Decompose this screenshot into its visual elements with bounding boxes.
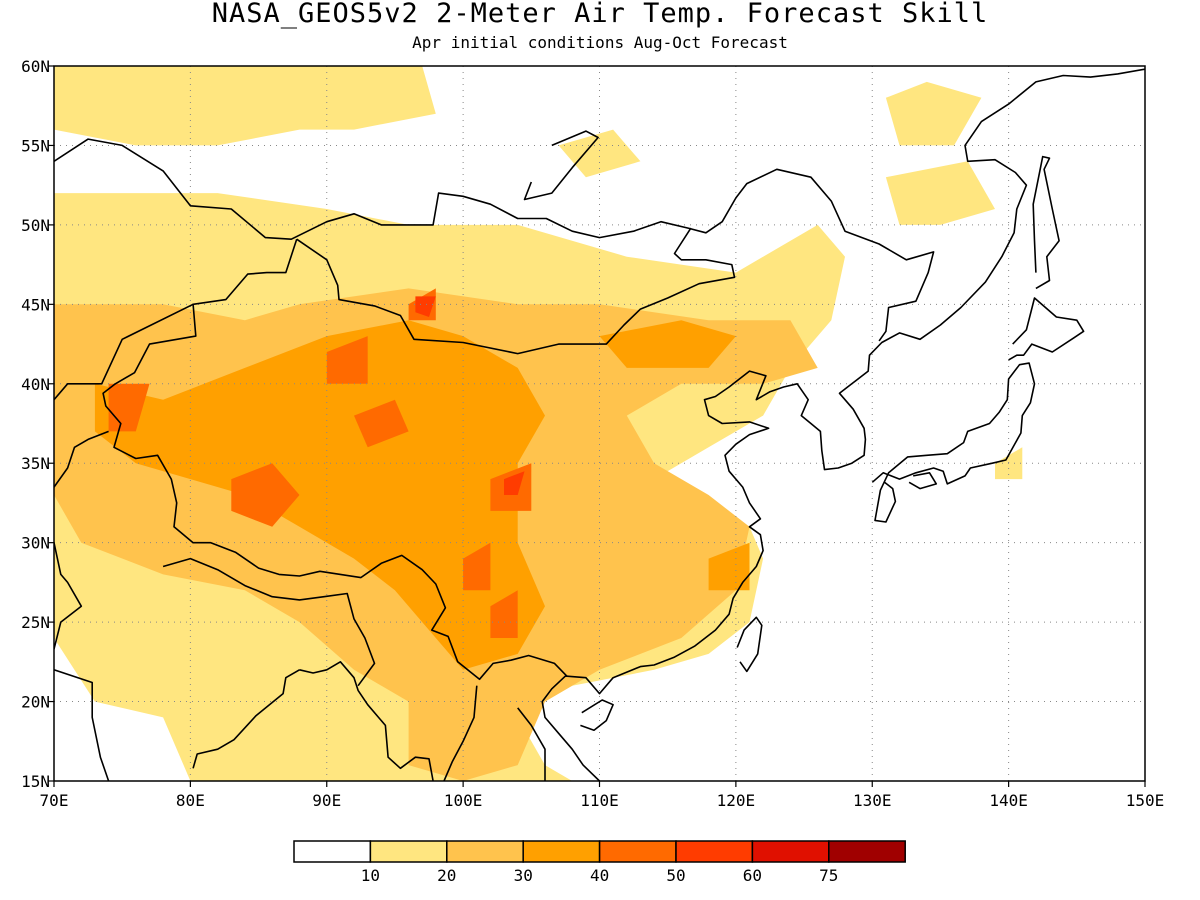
lat-tick-label: 20N [21, 693, 50, 712]
colorbar-label: 50 [666, 866, 685, 885]
lat-tick-label: 60N [21, 57, 50, 76]
lon-tick-label: 100E [444, 791, 483, 810]
lat-tick-label: 50N [21, 216, 50, 235]
skill-region-0 [54, 66, 436, 146]
lon-tick-label: 70E [40, 791, 69, 810]
coastline-7 [54, 138, 935, 342]
coastlines-borders [54, 68, 1145, 781]
coastline-0 [541, 68, 1145, 781]
colorbar-legend: 10 20 30 40 50 60 75 [293, 840, 906, 885]
colorbar-swatch [598, 840, 677, 863]
lon-tick-label: 150E [1126, 791, 1165, 810]
lat-tick-label: 40N [21, 375, 50, 394]
coastline-15 [162, 557, 376, 687]
colorbar-swatch [446, 840, 524, 863]
lat-tick-label: 15N [21, 772, 50, 791]
coastline-12 [54, 542, 83, 650]
coastline-16 [443, 685, 478, 781]
lat-tick-label: 30N [21, 534, 50, 553]
colorbar-swatch [828, 840, 906, 863]
map-title: NASA_GEOS5v2 2-Meter Air Temp. Forecast … [211, 0, 989, 29]
map-subtitle: Apr initial conditions Aug-Oct Forecast [412, 33, 788, 52]
skill-region-9 [708, 542, 750, 591]
coastline-13 [54, 669, 110, 781]
skill-region-18 [415, 296, 436, 317]
skill-region-4 [558, 129, 641, 178]
colorbar-label: 60 [743, 866, 762, 885]
colorbar-swatch [522, 840, 601, 863]
lon-tick-label: 80E [176, 791, 205, 810]
lon-tick-label: 90E [312, 791, 341, 810]
colorbar-swatch [675, 840, 754, 863]
coastline-18 [523, 130, 599, 201]
skill-region-16 [490, 590, 518, 638]
coastline-11 [54, 430, 109, 488]
coastline-3 [1008, 297, 1085, 361]
coastline-5 [736, 616, 763, 673]
skill-region-10 [231, 463, 300, 527]
lat-tick-label: 45N [21, 295, 50, 314]
skill-region-3 [885, 161, 995, 225]
skill-region-2 [885, 81, 982, 146]
coastline-2 [908, 471, 938, 490]
skill-region-7 [94, 320, 546, 670]
skill-region-13 [354, 399, 409, 448]
coastline-4 [1032, 155, 1060, 290]
colorbar-label: 75 [819, 866, 838, 885]
lat-tick-label: 25N [21, 613, 50, 632]
coastline-17 [517, 707, 546, 781]
lon-tick-label: 120E [717, 791, 756, 810]
lat-tick-label: 35N [21, 454, 50, 473]
skill-region-11 [326, 336, 368, 384]
coastline-8 [102, 238, 568, 681]
colorbar-label: 10 [361, 866, 380, 885]
skill-shading [54, 66, 1023, 781]
skill-region-17 [108, 383, 150, 432]
lat-tick-label: 55N [21, 136, 50, 155]
coastline-9 [296, 227, 736, 355]
latitude-ticks: 15N 20N 25N 30N 35N 40N 45N 50N 55N 60N [21, 57, 54, 791]
colorbar-label: 30 [514, 866, 533, 885]
coastline-1 [871, 362, 1036, 523]
colorbar-swatch [369, 840, 448, 863]
skill-region-19 [504, 471, 525, 495]
coastline-6 [580, 699, 614, 732]
coastline-10 [54, 303, 194, 401]
colorbar-swatch [751, 840, 830, 863]
skill-region-8 [599, 320, 736, 368]
lon-tick-label: 130E [853, 791, 892, 810]
coastline-14 [299, 660, 434, 781]
lon-tick-label: 110E [580, 791, 619, 810]
skill-region-14 [463, 542, 491, 591]
longitude-ticks: 70E 80E 90E 100E 110E 120E 130E 140E 150E [40, 781, 1165, 810]
colorbar-swatch [293, 840, 372, 863]
colorbar-label: 40 [590, 866, 609, 885]
coastline-19 [192, 669, 300, 769]
colorbar-label: 20 [437, 866, 456, 885]
lon-tick-label: 140E [989, 791, 1028, 810]
